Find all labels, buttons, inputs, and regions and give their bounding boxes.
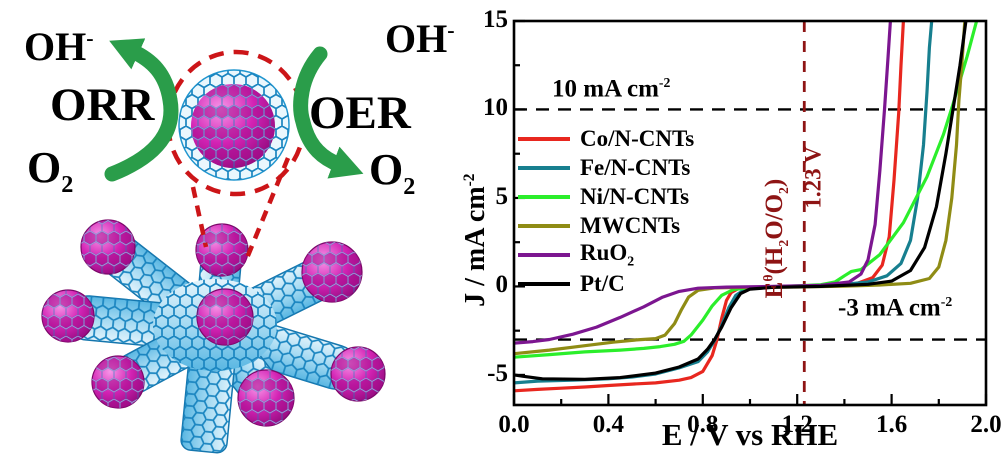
x-tick-label: 2.0 xyxy=(970,411,1001,438)
oh-minus-left-label: OH- xyxy=(24,24,94,69)
x-axis-label: E / V vs RHE xyxy=(661,417,839,452)
x-tick-label: 0.0 xyxy=(498,411,530,438)
legend-label: RuO2 xyxy=(580,239,635,269)
oh-minus-right-label: OH- xyxy=(385,16,455,61)
axis-ticks xyxy=(512,19,988,405)
oer-arrow xyxy=(293,46,364,179)
chart-legend: Co/N-CNTs Fe/N-CNTs Ni/N-CNTs MWCNTs RuO2 Pt/… xyxy=(518,124,694,298)
chart-canvas xyxy=(512,19,988,407)
y-tick-label: 10 xyxy=(483,94,508,122)
legend-swatch xyxy=(518,165,570,170)
series-path-5 xyxy=(514,21,968,381)
y-tick-label: 0 xyxy=(495,271,509,299)
series-path-4 xyxy=(514,21,892,345)
legend-item: Co/N-CNTs xyxy=(518,124,694,153)
callout-lines xyxy=(190,157,291,259)
y-tick-label: 5 xyxy=(495,182,509,210)
x-tick-label: 1.2 xyxy=(781,411,813,438)
hline-neg3-label: -3 mA cm-2 xyxy=(838,294,953,322)
o2-left-label: O2 xyxy=(27,143,74,198)
y-axis-label: J / mA cm-2 xyxy=(460,173,492,307)
legend-label: MWCNTs xyxy=(580,213,681,238)
legend-item: Ni/N-CNTs xyxy=(518,182,694,211)
x-tick-label: 0.8 xyxy=(687,411,719,438)
nanoparticles xyxy=(41,219,386,427)
orr-label: ORR xyxy=(50,79,155,131)
series-group xyxy=(514,21,979,393)
cnt-cluster xyxy=(41,219,386,454)
standard-potential-value-label: 1.23 V xyxy=(800,146,826,209)
legend-swatch xyxy=(518,194,570,199)
legend-swatch xyxy=(518,252,570,257)
oer-label: OER xyxy=(309,87,411,139)
legend-label: Co/N-CNTs xyxy=(580,126,695,151)
hline-10-label: 10 mA cm-2 xyxy=(552,75,671,103)
standard-potential-label: Eθ(H2O/O2) xyxy=(760,178,791,299)
legend-item: MWCNTs xyxy=(518,211,694,240)
enlarged-particle xyxy=(178,69,290,181)
legend-item: Fe/N-CNTs xyxy=(518,153,694,182)
orr-arrow xyxy=(104,38,179,182)
x-tick-label: 1.6 xyxy=(875,411,908,438)
legend-label: Fe/N-CNTs xyxy=(580,155,691,180)
series-path-0 xyxy=(514,21,905,393)
legend-label: Pt/C xyxy=(580,271,625,296)
legend-swatch xyxy=(518,136,570,141)
legend-swatch xyxy=(518,281,570,286)
y-tick-label: 15 xyxy=(483,6,508,33)
legend-swatch xyxy=(518,223,570,228)
legend-item: RuO2 xyxy=(518,240,694,269)
x-tick-label: 0.4 xyxy=(592,411,625,438)
y-tick-label: -5 xyxy=(487,359,508,387)
o2-right-label: O2 xyxy=(369,145,416,200)
lsv-chart: E / V vs RHE J / mA cm-2 10 mA cm-2 -3 m… xyxy=(460,0,1001,476)
cnt-illustration xyxy=(41,38,386,454)
legend-label: Ni/N-CNTs xyxy=(580,184,690,209)
legend-item: Pt/C xyxy=(518,269,694,298)
